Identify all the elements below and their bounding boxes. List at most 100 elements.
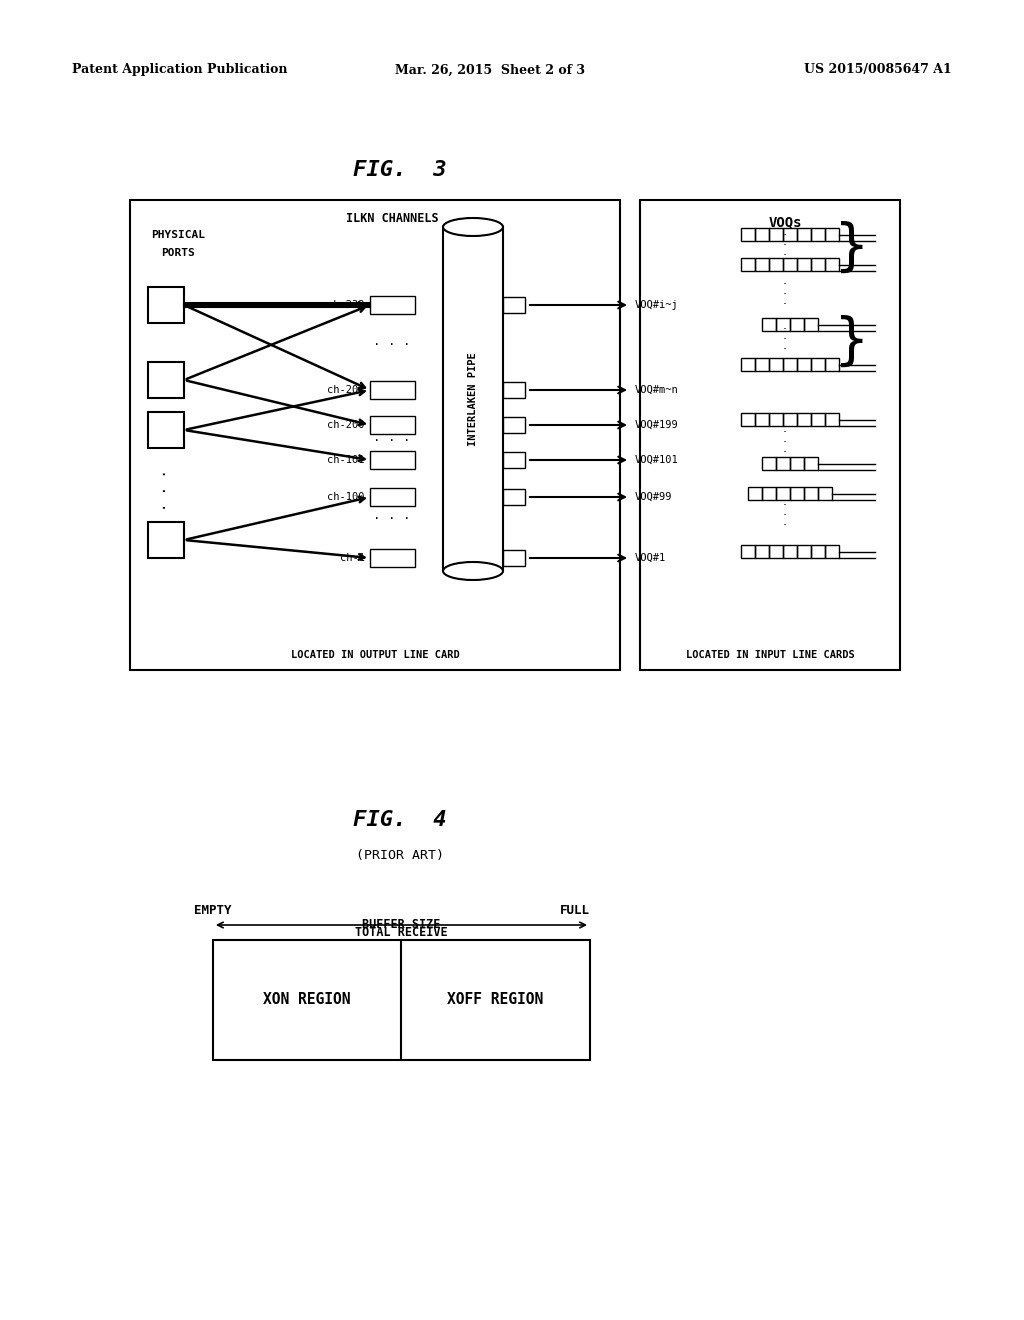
Text: FIG.  4: FIG. 4	[353, 810, 446, 830]
Bar	[811, 228, 825, 242]
Bar	[797, 228, 811, 242]
Bar	[762, 318, 776, 331]
Text: PHYSICAL: PHYSICAL	[151, 230, 205, 240]
Bar	[790, 318, 804, 331]
Bar	[783, 545, 797, 558]
Bar	[762, 457, 776, 470]
Bar	[148, 412, 184, 447]
Bar	[370, 296, 415, 314]
Bar	[503, 488, 525, 506]
Bar	[818, 487, 831, 500]
Bar	[741, 545, 755, 558]
Text: VOQ#99: VOQ#99	[635, 492, 673, 502]
Text: · · ·: · · ·	[374, 511, 411, 524]
Text: ch-232: ch-232	[328, 300, 365, 310]
Bar	[790, 487, 804, 500]
Bar	[148, 521, 184, 558]
Text: Mar. 26, 2015  Sheet 2 of 3: Mar. 26, 2015 Sheet 2 of 3	[395, 63, 585, 77]
Text: TOTAL RECEIVE: TOTAL RECEIVE	[354, 927, 447, 939]
Ellipse shape	[443, 218, 503, 236]
Text: VOQ#1: VOQ#1	[635, 553, 667, 564]
Bar	[811, 358, 825, 371]
Text: FULL: FULL	[560, 903, 590, 916]
Text: · · ·: · · ·	[374, 433, 411, 446]
Bar	[769, 257, 783, 271]
Text: US 2015/0085647 A1: US 2015/0085647 A1	[804, 63, 952, 77]
Bar	[776, 318, 790, 331]
Bar	[783, 358, 797, 371]
Bar	[370, 488, 415, 506]
Bar	[503, 451, 525, 469]
Bar	[797, 545, 811, 558]
Bar	[370, 381, 415, 399]
Bar	[825, 257, 839, 271]
Text: ch-100: ch-100	[328, 492, 365, 502]
Bar	[503, 297, 525, 313]
Bar	[804, 318, 818, 331]
Text: ·
·
·: · · ·	[783, 426, 787, 459]
Text: ·
·
·: · · ·	[783, 279, 787, 312]
Bar	[443, 227, 503, 572]
Text: VOQ#199: VOQ#199	[635, 420, 679, 430]
Bar	[148, 362, 184, 399]
Bar	[783, 228, 797, 242]
Bar	[811, 257, 825, 271]
Bar	[790, 457, 804, 470]
Bar	[825, 545, 839, 558]
Text: Patent Application Publication: Patent Application Publication	[72, 63, 288, 77]
Bar	[783, 413, 797, 426]
Text: BUFFER SIZE: BUFFER SIZE	[361, 919, 440, 932]
Text: ILKN CHANNELS: ILKN CHANNELS	[346, 213, 438, 224]
Bar	[804, 487, 818, 500]
Text: XON REGION: XON REGION	[263, 993, 351, 1007]
Bar	[769, 545, 783, 558]
Text: EMPTY: EMPTY	[195, 903, 231, 916]
Bar	[741, 257, 755, 271]
Bar	[130, 201, 620, 671]
Bar	[755, 228, 769, 242]
Bar	[640, 201, 900, 671]
Text: (PRIOR ART): (PRIOR ART)	[356, 849, 444, 862]
Bar	[741, 413, 755, 426]
Text: ·
·
·: · · ·	[783, 323, 787, 356]
Text: ch-201: ch-201	[328, 385, 365, 395]
Bar	[755, 545, 769, 558]
Text: LOCATED IN INPUT LINE CARDS: LOCATED IN INPUT LINE CARDS	[686, 649, 854, 660]
Bar	[825, 228, 839, 242]
Bar	[776, 487, 790, 500]
Text: PORTS: PORTS	[161, 248, 195, 257]
Bar	[797, 257, 811, 271]
Bar	[825, 413, 839, 426]
Text: ch-200: ch-200	[328, 420, 365, 430]
Bar	[370, 549, 415, 568]
Bar	[811, 545, 825, 558]
Bar	[783, 257, 797, 271]
Bar	[741, 358, 755, 371]
Bar	[755, 413, 769, 426]
Text: ch-1: ch-1	[340, 553, 365, 564]
Bar	[213, 940, 590, 1060]
Bar	[748, 487, 762, 500]
Bar	[370, 451, 415, 469]
Bar	[741, 228, 755, 242]
Text: · · ·: · · ·	[159, 469, 173, 511]
Bar	[769, 413, 783, 426]
Bar	[804, 457, 818, 470]
Bar	[769, 358, 783, 371]
Text: VOQ#101: VOQ#101	[635, 455, 679, 465]
Bar	[370, 416, 415, 434]
Text: VOQs: VOQs	[768, 215, 802, 228]
Ellipse shape	[443, 562, 503, 579]
Bar	[811, 413, 825, 426]
Bar	[148, 286, 184, 323]
Text: XOFF REGION: XOFF REGION	[446, 993, 543, 1007]
Bar	[769, 228, 783, 242]
Text: FIG.  3: FIG. 3	[353, 160, 446, 180]
Text: ch-101: ch-101	[328, 455, 365, 465]
Text: ·
·
·: · · ·	[783, 230, 787, 263]
Text: }: }	[836, 220, 868, 275]
Bar	[797, 358, 811, 371]
Bar	[503, 381, 525, 399]
Text: INTERLAKEN PIPE: INTERLAKEN PIPE	[468, 352, 478, 446]
Bar	[503, 550, 525, 566]
